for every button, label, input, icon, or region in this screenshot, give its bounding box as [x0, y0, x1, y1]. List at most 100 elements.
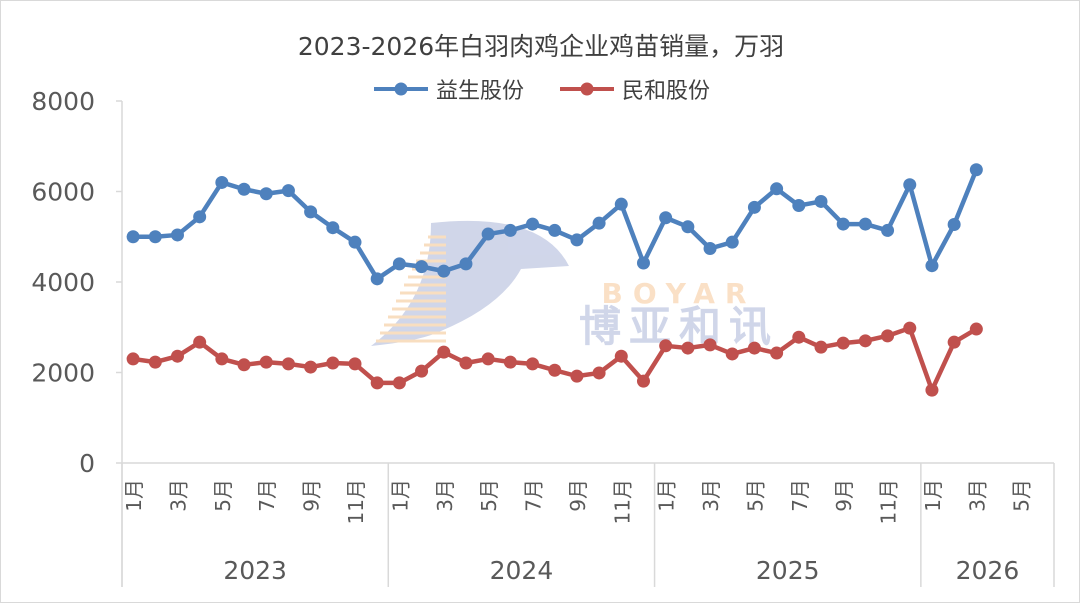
x-tick-label-month: 9月 — [832, 479, 856, 512]
x-tick-label-month: 11月 — [610, 479, 634, 524]
legend-item-series-1: 民和股份 — [558, 73, 710, 105]
data-point-series-0 — [503, 223, 517, 237]
data-point-series-1 — [858, 334, 872, 348]
x-tick-label-month: 9月 — [300, 479, 324, 512]
x-tick-label-month: 1月 — [921, 479, 945, 512]
x-tick-label-year: 2023 — [223, 556, 287, 585]
x-tick-label-month: 5月 — [1010, 479, 1034, 512]
legend-label-series-0: 益生股份 — [435, 79, 524, 104]
data-point-series-0 — [947, 218, 961, 232]
x-tick-label-month: 1月 — [388, 479, 412, 512]
data-point-series-1 — [437, 345, 451, 359]
data-point-series-0 — [548, 223, 562, 237]
data-point-series-1 — [681, 341, 695, 355]
watermark-chinese: 博亚和讯 — [579, 302, 779, 351]
data-point-series-0 — [481, 227, 495, 241]
x-tick-label-month: 3月 — [965, 479, 989, 512]
y-tick-label: 4000 — [31, 268, 95, 297]
data-point-series-0 — [148, 230, 162, 244]
data-point-series-0 — [770, 182, 784, 196]
data-point-series-0 — [747, 200, 761, 214]
x-tick-label-month: 5月 — [211, 479, 235, 512]
legend-marker-series-1 — [560, 82, 614, 96]
data-point-series-0 — [526, 217, 540, 231]
data-point-series-1 — [770, 346, 784, 360]
legend-label-series-1: 民和股份 — [622, 79, 711, 104]
data-point-series-1 — [193, 335, 207, 349]
legend: 益生股份 民和股份 — [1, 73, 1080, 105]
data-point-series-0 — [614, 197, 628, 211]
data-point-series-0 — [437, 264, 451, 278]
data-point-series-0 — [858, 217, 872, 231]
data-point-series-1 — [259, 355, 273, 369]
data-point-series-1 — [792, 330, 806, 344]
y-tick-label: 0 — [79, 449, 95, 478]
x-tick-label-year: 2025 — [756, 556, 820, 585]
data-point-series-1 — [237, 358, 251, 372]
data-point-series-0 — [392, 257, 406, 271]
data-point-series-0 — [792, 199, 806, 213]
x-tick-label-month: 1月 — [122, 479, 146, 512]
chart-title: 2023-2026年白羽肉鸡企业鸡苗销量，万羽 — [297, 32, 785, 61]
x-tick-label-month: 3月 — [699, 479, 723, 512]
data-point-series-0 — [370, 272, 384, 286]
data-point-series-1 — [370, 376, 384, 390]
data-point-series-1 — [481, 352, 495, 366]
data-point-series-0 — [881, 223, 895, 237]
x-tick-label-month: 3月 — [166, 479, 190, 512]
data-point-series-1 — [903, 321, 917, 335]
data-point-series-0 — [659, 211, 673, 225]
y-tick-label: 2000 — [31, 359, 95, 388]
x-tick-label-month: 7月 — [788, 479, 812, 512]
data-point-series-0 — [969, 163, 983, 177]
data-point-series-1 — [725, 347, 739, 361]
data-point-series-0 — [703, 242, 717, 256]
data-point-series-0 — [570, 233, 584, 247]
data-point-series-1 — [304, 360, 318, 374]
data-point-series-1 — [392, 376, 406, 390]
data-point-series-1 — [548, 363, 562, 377]
series-line-1 — [132, 325, 978, 393]
watermark-latin: BOYAR — [602, 277, 757, 310]
data-point-series-0 — [636, 256, 650, 270]
data-point-series-1 — [348, 357, 362, 371]
data-point-series-0 — [304, 205, 318, 219]
data-point-series-0 — [259, 187, 273, 201]
data-point-series-1 — [925, 383, 939, 397]
x-tick-label-year: 2026 — [956, 556, 1020, 585]
x-tick-label-month: 1月 — [655, 479, 679, 512]
data-point-series-0 — [126, 230, 140, 244]
legend-marker-series-0 — [373, 82, 428, 96]
data-point-series-1 — [459, 356, 473, 370]
data-point-series-0 — [415, 260, 429, 274]
data-point-series-1 — [747, 341, 761, 355]
data-point-series-0 — [326, 221, 340, 235]
data-point-series-0 — [592, 216, 606, 230]
data-point-series-1 — [592, 366, 606, 380]
data-point-series-1 — [703, 338, 717, 352]
data-point-series-0 — [903, 178, 917, 192]
data-point-series-1 — [836, 336, 850, 350]
data-point-series-1 — [215, 352, 229, 366]
data-point-series-1 — [636, 374, 650, 388]
data-point-series-0 — [681, 220, 695, 234]
x-tick-label-month: 11月 — [344, 479, 368, 524]
data-point-series-1 — [881, 329, 895, 343]
data-point-series-1 — [503, 355, 517, 369]
data-point-series-0 — [925, 259, 939, 273]
data-point-series-0 — [814, 194, 828, 208]
data-point-series-0 — [725, 235, 739, 249]
data-point-series-0 — [348, 235, 362, 249]
x-tick-label-month: 9月 — [566, 479, 590, 512]
data-point-series-0 — [459, 257, 473, 271]
x-tick-label-month: 5月 — [477, 479, 501, 512]
x-tick-label-month: 11月 — [877, 479, 901, 524]
data-point-series-1 — [969, 322, 983, 336]
x-tick-label-month: 5月 — [743, 479, 767, 512]
x-tick-label-month: 3月 — [433, 479, 457, 512]
data-point-series-1 — [947, 335, 961, 349]
data-point-series-1 — [170, 349, 184, 363]
x-tick-label-year: 2024 — [490, 556, 554, 585]
